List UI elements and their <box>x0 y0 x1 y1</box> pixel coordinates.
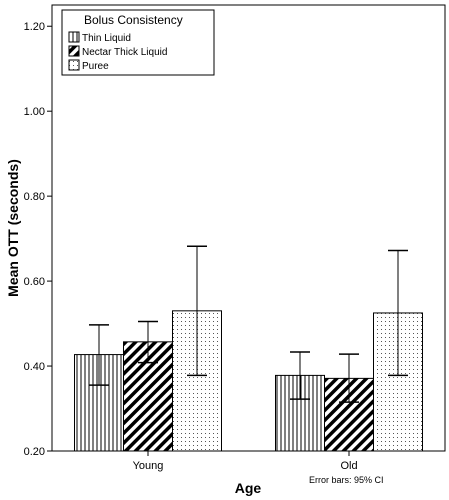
y-tick-label: 1.00 <box>24 106 45 118</box>
y-tick-label: 0.20 <box>24 446 45 458</box>
legend-title: Bolus Consistency <box>84 13 183 27</box>
y-axis: 0.20 0.40 0.60 0.80 1.00 1.20 <box>24 21 52 458</box>
error-bars-note: Error bars: 95% CI <box>309 475 384 485</box>
x-axis: Young Old <box>133 451 358 472</box>
legend-box <box>61 9 215 76</box>
x-tick-label: Old <box>340 460 357 472</box>
legend-label: Puree <box>82 61 109 72</box>
x-axis-title: Age <box>235 480 262 496</box>
y-tick-label: 1.20 <box>24 21 45 33</box>
legend-swatch <box>68 31 80 43</box>
legend-swatch <box>68 45 80 57</box>
bars <box>74 245 423 452</box>
legend-label: Nectar Thick Liquid <box>82 47 167 58</box>
legend: Bolus Consistency Thin Liquid Nectar Thic… <box>61 9 215 76</box>
x-tick-label: Young <box>133 460 164 472</box>
y-tick-label: 0.40 <box>24 361 45 373</box>
legend-label: Thin Liquid <box>82 33 131 44</box>
y-tick-label: 0.60 <box>24 276 45 288</box>
y-tick-label: 0.80 <box>24 191 45 203</box>
legend-swatch <box>68 59 80 71</box>
y-axis-title: Mean OTT (seconds) <box>5 159 21 297</box>
